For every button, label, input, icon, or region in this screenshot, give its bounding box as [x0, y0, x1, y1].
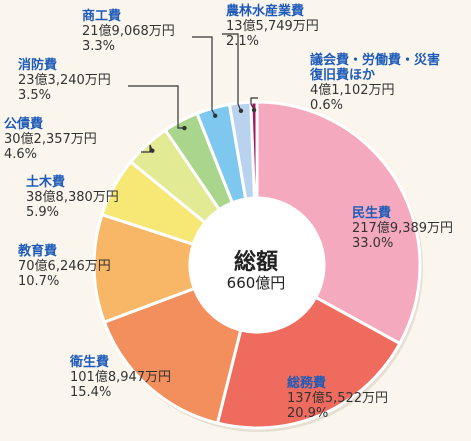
- leader-dot-6: [182, 125, 187, 131]
- slice-amount: 13億5,749万円: [226, 19, 319, 34]
- slice-percent: 33.0%: [352, 236, 394, 251]
- slice-label-other: 議会費・労働費・災害 復旧費ほか 4億1,102万円 0.6%: [310, 53, 440, 113]
- leader-dot-9: [251, 107, 257, 113]
- slice-amount: 70億6,246万円: [18, 259, 111, 274]
- leader-line-7: [192, 36, 216, 117]
- slice-name: 土木費: [26, 175, 66, 190]
- slice-percent: 10.7%: [18, 274, 60, 289]
- leader-line-6: [128, 85, 185, 129]
- slice-name: 公債費: [4, 117, 44, 132]
- slice-amount: 101億8,947万円: [70, 370, 172, 385]
- slice-label-minsei: 民生費 217億9,389万円 33.0%: [352, 206, 453, 251]
- slice-name: 総務費: [287, 376, 327, 391]
- leader-dot-7: [212, 113, 218, 118]
- slice-amount: 21億9,068万円: [82, 24, 175, 39]
- donut-hole: [191, 199, 323, 331]
- slice-amount: 38億8,380万円: [26, 190, 119, 205]
- slice-amount: 30億2,357万円: [4, 132, 97, 147]
- slice-percent: 3.3%: [82, 39, 116, 54]
- leader-dot-8: [238, 108, 244, 114]
- slice-amount: 23億3,240万円: [18, 73, 111, 88]
- slice-percent: 4.6%: [4, 147, 38, 162]
- leader-line-5: [141, 144, 153, 153]
- slice-percent: 3.5%: [18, 88, 52, 103]
- slice-1: [215, 295, 402, 430]
- slice-percent: 2.1%: [226, 34, 260, 49]
- slice-label-shobo: 消防費 23億3,240万円 3.5%: [18, 58, 111, 103]
- slice-2: [102, 286, 243, 425]
- center-total-label: 総額: [233, 250, 278, 275]
- slice-percent: 0.6%: [310, 98, 344, 113]
- center-total-value: 660億円: [226, 274, 286, 292]
- slice-amount: 137億5,522万円: [287, 391, 389, 406]
- slice-name-line-2: 復旧費ほか: [310, 68, 376, 83]
- slice-name: 消防費: [18, 58, 58, 73]
- slice-amount: 4億1,102万円: [310, 83, 395, 98]
- slice-name-line-1: 議会費・労働費・災害: [310, 53, 441, 68]
- slice-name: 衛生費: [70, 355, 110, 370]
- slice-0: [255, 100, 422, 346]
- slice-percent: 20.9%: [287, 406, 329, 421]
- leader-line-8: [222, 33, 242, 112]
- slice-name: 農林水産業費: [226, 4, 305, 19]
- slice-9: [249, 100, 259, 200]
- slice-label-eisei: 衛生費 101億8,947万円 15.4%: [70, 355, 171, 400]
- slice-label-kosai: 公債費 30億2,357万円 4.6%: [4, 117, 97, 162]
- slice-label-norin: 農林水産業費 13億5,749万円 2.1%: [226, 4, 319, 49]
- leader-dot-5: [150, 148, 155, 153]
- slice-label-shoko: 商工費 21億9,068万円 3.3%: [82, 9, 175, 54]
- slice-name: 民生費: [352, 206, 392, 221]
- slice-name: 教育費: [18, 244, 58, 259]
- leader-line-9: [250, 97, 258, 111]
- slice-label-somu: 総務費 137億5,522万円 20.9%: [287, 376, 388, 421]
- slice-name: 商工費: [82, 9, 122, 24]
- slice-percent: 15.4%: [70, 385, 112, 400]
- slice-percent: 5.9%: [26, 205, 60, 220]
- slice-label-doboku: 土木費 38億8,380万円 5.9%: [26, 175, 119, 220]
- slice-amount: 217億9,389万円: [352, 221, 454, 236]
- slice-label-kyoiku: 教育費 70億6,246万円 10.7%: [18, 244, 111, 289]
